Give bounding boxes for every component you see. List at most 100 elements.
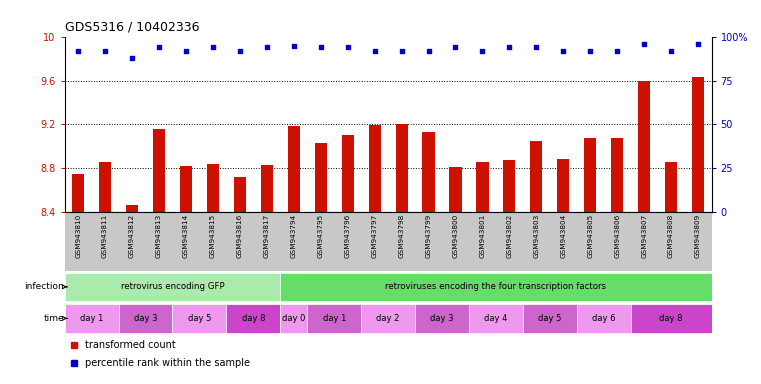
Point	[557, 48, 569, 54]
Text: GSM943807: GSM943807	[642, 214, 647, 258]
Bar	[65, 304, 119, 333]
Point	[207, 44, 219, 50]
Bar	[126, 205, 139, 212]
Bar	[503, 160, 515, 212]
Text: day 3: day 3	[430, 314, 454, 323]
Text: GSM943795: GSM943795	[318, 214, 323, 258]
Text: day 3: day 3	[134, 314, 158, 323]
Bar	[280, 304, 307, 333]
Text: GSM943808: GSM943808	[668, 214, 674, 258]
Point	[288, 43, 300, 49]
Text: day 6: day 6	[592, 314, 616, 323]
Text: GSM943796: GSM943796	[345, 214, 351, 258]
Text: day 8: day 8	[659, 314, 683, 323]
Text: day 5: day 5	[538, 314, 562, 323]
Bar	[469, 304, 523, 333]
Point	[476, 48, 489, 54]
Bar	[180, 166, 192, 212]
Bar	[314, 143, 326, 212]
Point	[153, 44, 165, 50]
Point	[450, 44, 462, 50]
Text: day 1: day 1	[323, 314, 346, 323]
Text: time: time	[43, 314, 64, 323]
Bar	[72, 174, 84, 212]
Point	[342, 44, 354, 50]
Bar	[227, 304, 280, 333]
Text: GSM943810: GSM943810	[75, 214, 81, 258]
Bar	[119, 304, 173, 333]
Text: day 8: day 8	[241, 314, 265, 323]
Text: retroviruses encoding the four transcription factors: retroviruses encoding the four transcrip…	[385, 282, 607, 291]
Bar	[261, 165, 273, 212]
Text: GSM943804: GSM943804	[560, 214, 566, 258]
Text: retrovirus encoding GFP: retrovirus encoding GFP	[121, 282, 224, 291]
Text: day 0: day 0	[282, 314, 305, 323]
Point	[234, 48, 246, 54]
Point	[314, 44, 326, 50]
Bar	[415, 304, 469, 333]
Text: GSM943797: GSM943797	[371, 214, 377, 258]
Text: GSM943816: GSM943816	[237, 214, 243, 258]
Bar	[368, 125, 380, 212]
Text: GSM943806: GSM943806	[614, 214, 620, 258]
Bar	[638, 81, 650, 212]
Point	[692, 41, 704, 47]
Bar	[665, 162, 677, 212]
Text: GSM943809: GSM943809	[695, 214, 701, 258]
Text: GSM943811: GSM943811	[102, 214, 108, 258]
Bar	[611, 138, 623, 212]
Point	[396, 48, 408, 54]
Bar	[450, 167, 462, 212]
Bar	[361, 304, 415, 333]
Text: day 2: day 2	[377, 314, 400, 323]
Bar	[288, 126, 300, 212]
Text: GDS5316 / 10402336: GDS5316 / 10402336	[65, 20, 199, 33]
Text: GSM943794: GSM943794	[291, 214, 297, 258]
Text: GSM943803: GSM943803	[533, 214, 540, 258]
Point	[638, 41, 650, 47]
Bar	[207, 164, 219, 212]
Text: GSM943805: GSM943805	[587, 214, 594, 258]
Bar	[280, 273, 712, 301]
Text: GSM943815: GSM943815	[210, 214, 216, 258]
Point	[261, 44, 273, 50]
Text: infection: infection	[24, 282, 64, 291]
Text: GSM943817: GSM943817	[264, 214, 270, 258]
Text: percentile rank within the sample: percentile rank within the sample	[85, 358, 250, 368]
Bar	[584, 138, 597, 212]
Bar	[153, 129, 165, 212]
Bar	[530, 141, 543, 212]
Text: GSM943799: GSM943799	[425, 214, 431, 258]
Point	[99, 48, 111, 54]
Text: GSM943802: GSM943802	[506, 214, 512, 258]
Point	[72, 48, 84, 54]
Text: transformed count: transformed count	[85, 340, 176, 350]
Bar	[476, 162, 489, 212]
Point	[180, 48, 192, 54]
Bar	[523, 304, 577, 333]
Bar	[99, 162, 111, 212]
Point	[611, 48, 623, 54]
Text: GSM943800: GSM943800	[453, 214, 458, 258]
Text: GSM943813: GSM943813	[156, 214, 162, 258]
Text: day 1: day 1	[80, 314, 103, 323]
Bar	[173, 304, 227, 333]
Text: day 5: day 5	[188, 314, 211, 323]
Bar	[577, 304, 631, 333]
Text: day 4: day 4	[484, 314, 508, 323]
Bar	[557, 159, 569, 212]
Point	[126, 55, 139, 61]
Point	[665, 48, 677, 54]
Text: GSM943814: GSM943814	[183, 214, 189, 258]
Bar	[631, 304, 712, 333]
Bar	[342, 135, 354, 212]
Bar	[692, 77, 704, 212]
Bar	[422, 132, 435, 212]
Point	[422, 48, 435, 54]
Text: GSM943798: GSM943798	[399, 214, 405, 258]
Text: GSM943801: GSM943801	[479, 214, 486, 258]
Bar	[396, 124, 408, 212]
Bar	[65, 273, 280, 301]
Point	[503, 44, 515, 50]
Point	[530, 44, 543, 50]
